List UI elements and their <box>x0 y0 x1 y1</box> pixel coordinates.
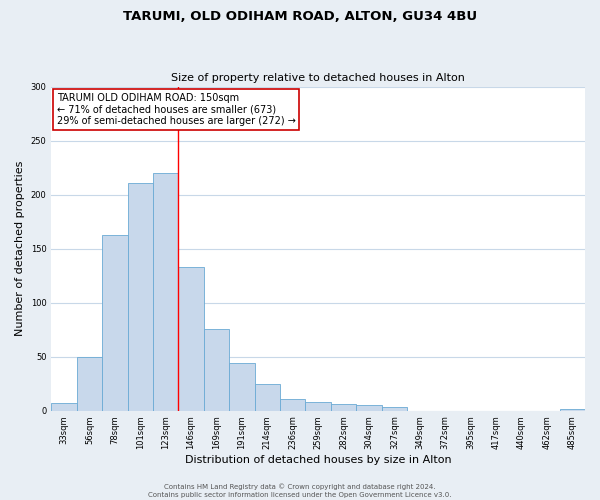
Bar <box>305 402 331 410</box>
Text: Contains public sector information licensed under the Open Government Licence v3: Contains public sector information licen… <box>148 492 452 498</box>
Title: Size of property relative to detached houses in Alton: Size of property relative to detached ho… <box>171 73 465 83</box>
Bar <box>102 234 128 410</box>
Bar <box>204 328 229 410</box>
Bar <box>128 182 153 410</box>
Bar <box>77 356 102 410</box>
Bar <box>280 399 305 410</box>
Bar <box>254 384 280 410</box>
Bar <box>229 363 254 410</box>
X-axis label: Distribution of detached houses by size in Alton: Distribution of detached houses by size … <box>185 455 451 465</box>
Bar <box>560 408 585 410</box>
Text: TARUMI OLD ODIHAM ROAD: 150sqm
← 71% of detached houses are smaller (673)
29% of: TARUMI OLD ODIHAM ROAD: 150sqm ← 71% of … <box>56 93 296 126</box>
Bar <box>178 267 204 410</box>
Bar <box>382 408 407 410</box>
Bar <box>153 173 178 410</box>
Bar <box>356 406 382 410</box>
Y-axis label: Number of detached properties: Number of detached properties <box>15 161 25 336</box>
Bar <box>51 403 77 410</box>
Bar <box>331 404 356 410</box>
Text: Contains HM Land Registry data © Crown copyright and database right 2024.: Contains HM Land Registry data © Crown c… <box>164 484 436 490</box>
Text: TARUMI, OLD ODIHAM ROAD, ALTON, GU34 4BU: TARUMI, OLD ODIHAM ROAD, ALTON, GU34 4BU <box>123 10 477 23</box>
